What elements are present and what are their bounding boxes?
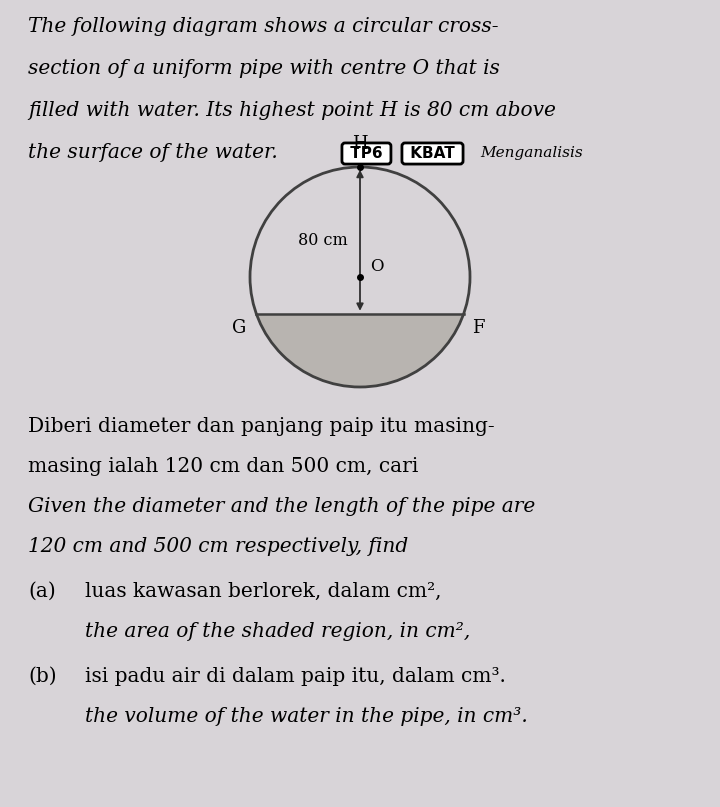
Text: (b): (b) [28,667,57,686]
Text: Menganalisis: Menganalisis [480,146,582,160]
Text: the area of the shaded region, in cm²,: the area of the shaded region, in cm², [85,622,470,641]
Text: Diberi diameter dan panjang paip itu masing-: Diberi diameter dan panjang paip itu mas… [28,417,495,436]
Text: (a): (a) [28,582,55,601]
Text: the surface of the water.: the surface of the water. [28,143,278,162]
Text: masing ialah 120 cm dan 500 cm, cari: masing ialah 120 cm dan 500 cm, cari [28,457,418,476]
Polygon shape [256,314,464,387]
Text: TP6: TP6 [345,146,388,161]
Text: 80 cm: 80 cm [298,232,348,249]
Text: filled with water. Its highest point H is 80 cm above: filled with water. Its highest point H i… [28,101,556,120]
Text: KBAT: KBAT [405,146,460,161]
Text: the volume of the water in the pipe, in cm³.: the volume of the water in the pipe, in … [85,707,528,726]
Text: The following diagram shows a circular cross-: The following diagram shows a circular c… [28,17,498,36]
Text: 120 cm and 500 cm respectively, find: 120 cm and 500 cm respectively, find [28,537,408,556]
Text: H: H [352,135,368,153]
Text: Given the diameter and the length of the pipe are: Given the diameter and the length of the… [28,497,535,516]
Text: isi padu air di dalam paip itu, dalam cm³.: isi padu air di dalam paip itu, dalam cm… [85,667,506,686]
Text: section of a uniform pipe with centre O that is: section of a uniform pipe with centre O … [28,59,500,78]
Text: G: G [232,319,246,337]
Text: luas kawasan berlorek, dalam cm²,: luas kawasan berlorek, dalam cm², [85,582,441,601]
Text: O: O [370,258,384,275]
Text: F: F [472,319,485,337]
